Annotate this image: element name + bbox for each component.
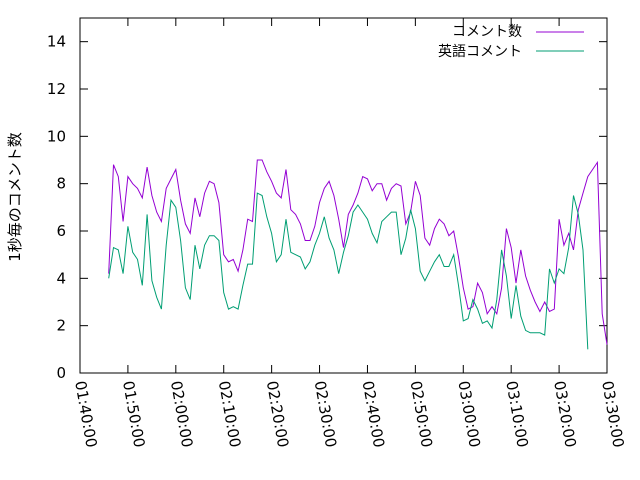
y-axis-label: 1秒毎のコメント数 xyxy=(6,132,24,262)
x-tick-label: 02:30:00 xyxy=(311,379,340,448)
x-axis-ticks: 01:40:00 01:50:00 02:00:00 02:10:00 02:20:00… xyxy=(71,18,628,449)
legend-label-english-comments: 英語コメント xyxy=(438,43,522,60)
y-tick-label: 8 xyxy=(56,175,66,193)
x-tick-label: 02:20:00 xyxy=(263,379,292,448)
series-lines xyxy=(108,159,608,350)
x-tick-label: 01:50:00 xyxy=(119,379,148,448)
y-tick-label: 12 xyxy=(47,80,66,98)
x-tick-label: 03:30:00 xyxy=(598,379,627,448)
x-tick-label: 02:50:00 xyxy=(407,379,436,448)
y-tick-label: 4 xyxy=(56,269,66,287)
y-tick-label: 2 xyxy=(56,317,66,335)
series-line-english-comments xyxy=(108,192,589,350)
series-line-comments xyxy=(108,159,608,345)
y-tick-label: 0 xyxy=(56,364,66,382)
x-tick-label: 02:40:00 xyxy=(359,379,388,448)
legend-label-comments: コメント数 xyxy=(452,24,522,40)
y-tick-label: 6 xyxy=(56,222,66,240)
x-tick-label: 03:10:00 xyxy=(502,379,531,448)
x-tick-label: 03:20:00 xyxy=(550,379,579,448)
y-axis-ticks: 0 2 4 6 8 10 12 14 xyxy=(47,33,607,382)
x-tick-label: 03:00:00 xyxy=(454,379,483,448)
x-tick-label: 02:00:00 xyxy=(167,379,196,448)
x-tick-label: 02:10:00 xyxy=(215,379,244,448)
plot-frame xyxy=(79,17,608,374)
legend: コメント数 英語コメント xyxy=(438,24,584,60)
y-tick-label: 14 xyxy=(47,33,66,51)
x-tick-label: 01:40:00 xyxy=(71,379,100,448)
y-tick-label: 10 xyxy=(47,127,66,145)
plot-border xyxy=(79,17,608,374)
